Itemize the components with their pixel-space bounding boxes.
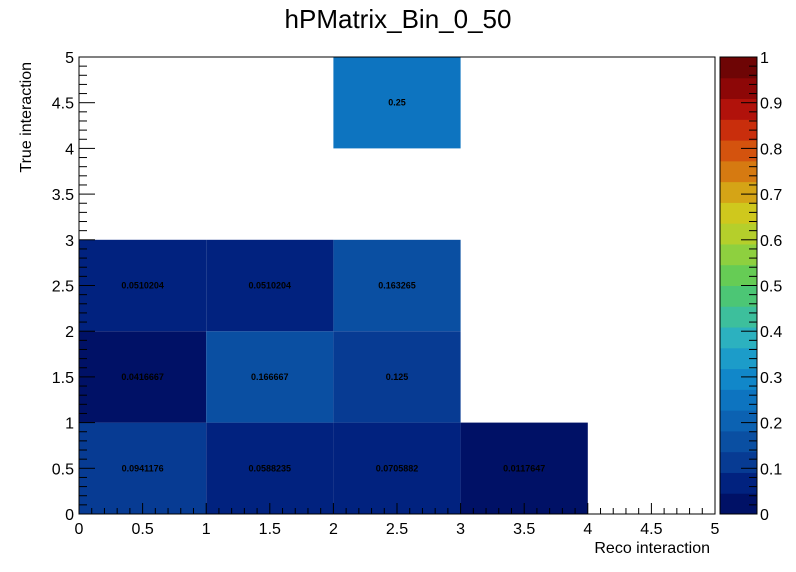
cell-value-label: 0.0510204 bbox=[121, 281, 164, 291]
heatmap-cell bbox=[79, 239, 207, 332]
x-axis-label: Reco interaction bbox=[594, 540, 710, 557]
y-axis-label: True interaction bbox=[18, 62, 35, 173]
heatmap-cell bbox=[206, 239, 334, 332]
heatmap-cell bbox=[206, 422, 334, 514]
y-tick-label: 2 bbox=[65, 324, 74, 341]
cell-value-label: 0.163265 bbox=[378, 281, 416, 291]
y-tick-label: 4 bbox=[65, 141, 74, 158]
colorbar-tick-label: 0.7 bbox=[760, 187, 782, 204]
colorbar-segment bbox=[720, 472, 757, 494]
colorbar-segment bbox=[720, 119, 757, 141]
x-tick-label: 3 bbox=[456, 521, 465, 538]
colorbar-segment bbox=[720, 181, 757, 203]
colorbar-segment bbox=[720, 451, 757, 473]
y-tick-label: 5 bbox=[65, 50, 74, 67]
cell-value-label: 0.0941176 bbox=[122, 463, 164, 473]
x-tick-label: 4 bbox=[583, 521, 592, 538]
y-axis: 0 0.5 1 1.5 2 2.5 3 3.5 4 4.5 5 bbox=[52, 50, 95, 524]
cell-value-label: 0.0510204 bbox=[249, 281, 292, 291]
colorbar-segment bbox=[720, 243, 757, 266]
x-tick-label: 2 bbox=[329, 521, 338, 538]
x-tick-label: 1 bbox=[202, 521, 211, 538]
cell-value-label: 0.0117647 bbox=[503, 463, 545, 473]
heatmap-cell bbox=[79, 331, 207, 423]
colorbar-segment bbox=[720, 140, 757, 162]
chart-title: hPMatrix_Bin_0_50 bbox=[284, 4, 512, 34]
colorbar-segment bbox=[720, 223, 757, 245]
heatmap-cell bbox=[460, 422, 588, 514]
y-tick-label: 3.5 bbox=[52, 187, 74, 204]
cells-layer bbox=[79, 57, 588, 514]
x-axis: 0 0.5 1 1.5 2 2.5 3 3.5 4 4.5 5 bbox=[75, 503, 720, 538]
heatmap-cell bbox=[333, 331, 461, 423]
colorbar-tick-label: 0.3 bbox=[760, 370, 782, 387]
cell-value-label: 0.125 bbox=[386, 372, 409, 382]
y-tick-label: 0.5 bbox=[52, 461, 74, 478]
heatmap-cell bbox=[333, 422, 461, 514]
x-tick-label: 0 bbox=[75, 521, 84, 538]
cell-value-label: 0.166667 bbox=[251, 372, 289, 382]
colorbar-segment bbox=[720, 306, 757, 328]
colorbar-tick-label: 0.4 bbox=[760, 324, 782, 341]
colorbar-segment bbox=[720, 368, 757, 390]
colorbar-tick-label: 0.8 bbox=[760, 141, 782, 158]
colorbar-segment bbox=[720, 410, 757, 432]
colorbar-segment bbox=[720, 389, 757, 411]
colorbar-segment bbox=[720, 347, 757, 370]
color-scale: 0 0.1 0.2 0.3 0.4 0.5 0.6 0.7 0.8 0.9 1 bbox=[719, 50, 782, 524]
cell-value-label: 0.25 bbox=[388, 98, 406, 108]
cell-value-label: 0.0588235 bbox=[249, 463, 292, 473]
heatmap-cell bbox=[333, 239, 461, 332]
colorbar-tick-label: 0.5 bbox=[760, 279, 782, 296]
heatmap-cell bbox=[79, 422, 207, 514]
y-tick-label: 1 bbox=[65, 416, 74, 433]
colorbar-tick-label: 0.6 bbox=[760, 233, 782, 250]
y-tick-label: 0 bbox=[65, 507, 74, 524]
colorbar-tick-label: 0 bbox=[760, 507, 769, 524]
colorbar-segment bbox=[720, 493, 757, 515]
y-tick-label: 2.5 bbox=[52, 279, 74, 296]
colorbar-segment bbox=[720, 57, 757, 79]
colorbar-tick-label: 0.1 bbox=[760, 461, 782, 478]
x-tick-label: 2.5 bbox=[386, 521, 408, 538]
colorbar-segment bbox=[720, 327, 757, 349]
heatmap-cell bbox=[333, 57, 461, 149]
x-tick-label: 0.5 bbox=[131, 521, 153, 538]
y-tick-label: 4.5 bbox=[52, 96, 74, 113]
colorbar-segment bbox=[720, 430, 757, 453]
colorbar-tick-label: 1 bbox=[760, 50, 769, 67]
heatmap-cell bbox=[206, 331, 334, 423]
colorbar-segment bbox=[720, 285, 757, 307]
colorbar-segment bbox=[720, 77, 757, 100]
cell-value-label: 0.0705882 bbox=[376, 463, 419, 473]
colorbar-tick-label: 0.2 bbox=[760, 416, 782, 433]
y-tick-label: 1.5 bbox=[52, 370, 74, 387]
colorbar-segment bbox=[720, 202, 757, 224]
y-tick-label: 3 bbox=[65, 233, 74, 250]
x-tick-label: 5 bbox=[711, 521, 720, 538]
x-tick-label: 3.5 bbox=[513, 521, 535, 538]
colorbar-tick-label: 0.9 bbox=[760, 96, 782, 113]
x-tick-label: 1.5 bbox=[259, 521, 281, 538]
colorbar-segment bbox=[720, 264, 757, 286]
x-tick-label: 4.5 bbox=[640, 521, 662, 538]
colorbar-segment bbox=[720, 160, 757, 183]
colorbar-segment bbox=[720, 98, 757, 120]
cell-labels-layer: 0.0941176 0.0588235 0.0705882 0.0117647 0.04… bbox=[121, 98, 545, 474]
cell-value-label: 0.0416667 bbox=[121, 372, 164, 382]
